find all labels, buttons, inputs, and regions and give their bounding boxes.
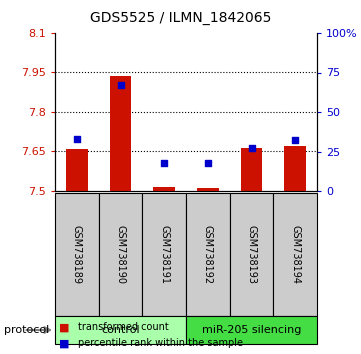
- Point: [118, 82, 123, 88]
- Text: GDS5525 / ILMN_1842065: GDS5525 / ILMN_1842065: [90, 11, 271, 25]
- Bar: [273, 193, 317, 316]
- Text: GSM738194: GSM738194: [290, 225, 300, 284]
- Bar: [186, 316, 317, 344]
- Point: [292, 138, 298, 143]
- Point: [249, 145, 255, 151]
- Text: protocol: protocol: [4, 325, 49, 335]
- Text: control: control: [101, 325, 140, 335]
- Bar: [99, 193, 142, 316]
- Bar: [110, 76, 131, 191]
- Text: ■: ■: [58, 338, 69, 348]
- Bar: [240, 148, 262, 191]
- Bar: [55, 193, 99, 316]
- Point: [161, 160, 167, 165]
- Text: GSM738191: GSM738191: [159, 225, 169, 284]
- Text: miR-205 silencing: miR-205 silencing: [202, 325, 301, 335]
- Bar: [55, 316, 186, 344]
- Bar: [142, 193, 186, 316]
- Bar: [186, 193, 230, 316]
- Point: [74, 136, 80, 142]
- Bar: [197, 188, 219, 191]
- Text: transformed count: transformed count: [78, 322, 169, 332]
- Text: ■: ■: [58, 322, 69, 332]
- Text: GSM738192: GSM738192: [203, 225, 213, 284]
- Bar: [230, 193, 273, 316]
- Text: GSM738190: GSM738190: [116, 225, 126, 284]
- Bar: [66, 149, 88, 191]
- Text: percentile rank within the sample: percentile rank within the sample: [78, 338, 243, 348]
- Text: GSM738193: GSM738193: [247, 225, 257, 284]
- Bar: [284, 146, 306, 191]
- Bar: [153, 187, 175, 191]
- Text: GSM738189: GSM738189: [72, 225, 82, 284]
- Point: [205, 160, 211, 165]
